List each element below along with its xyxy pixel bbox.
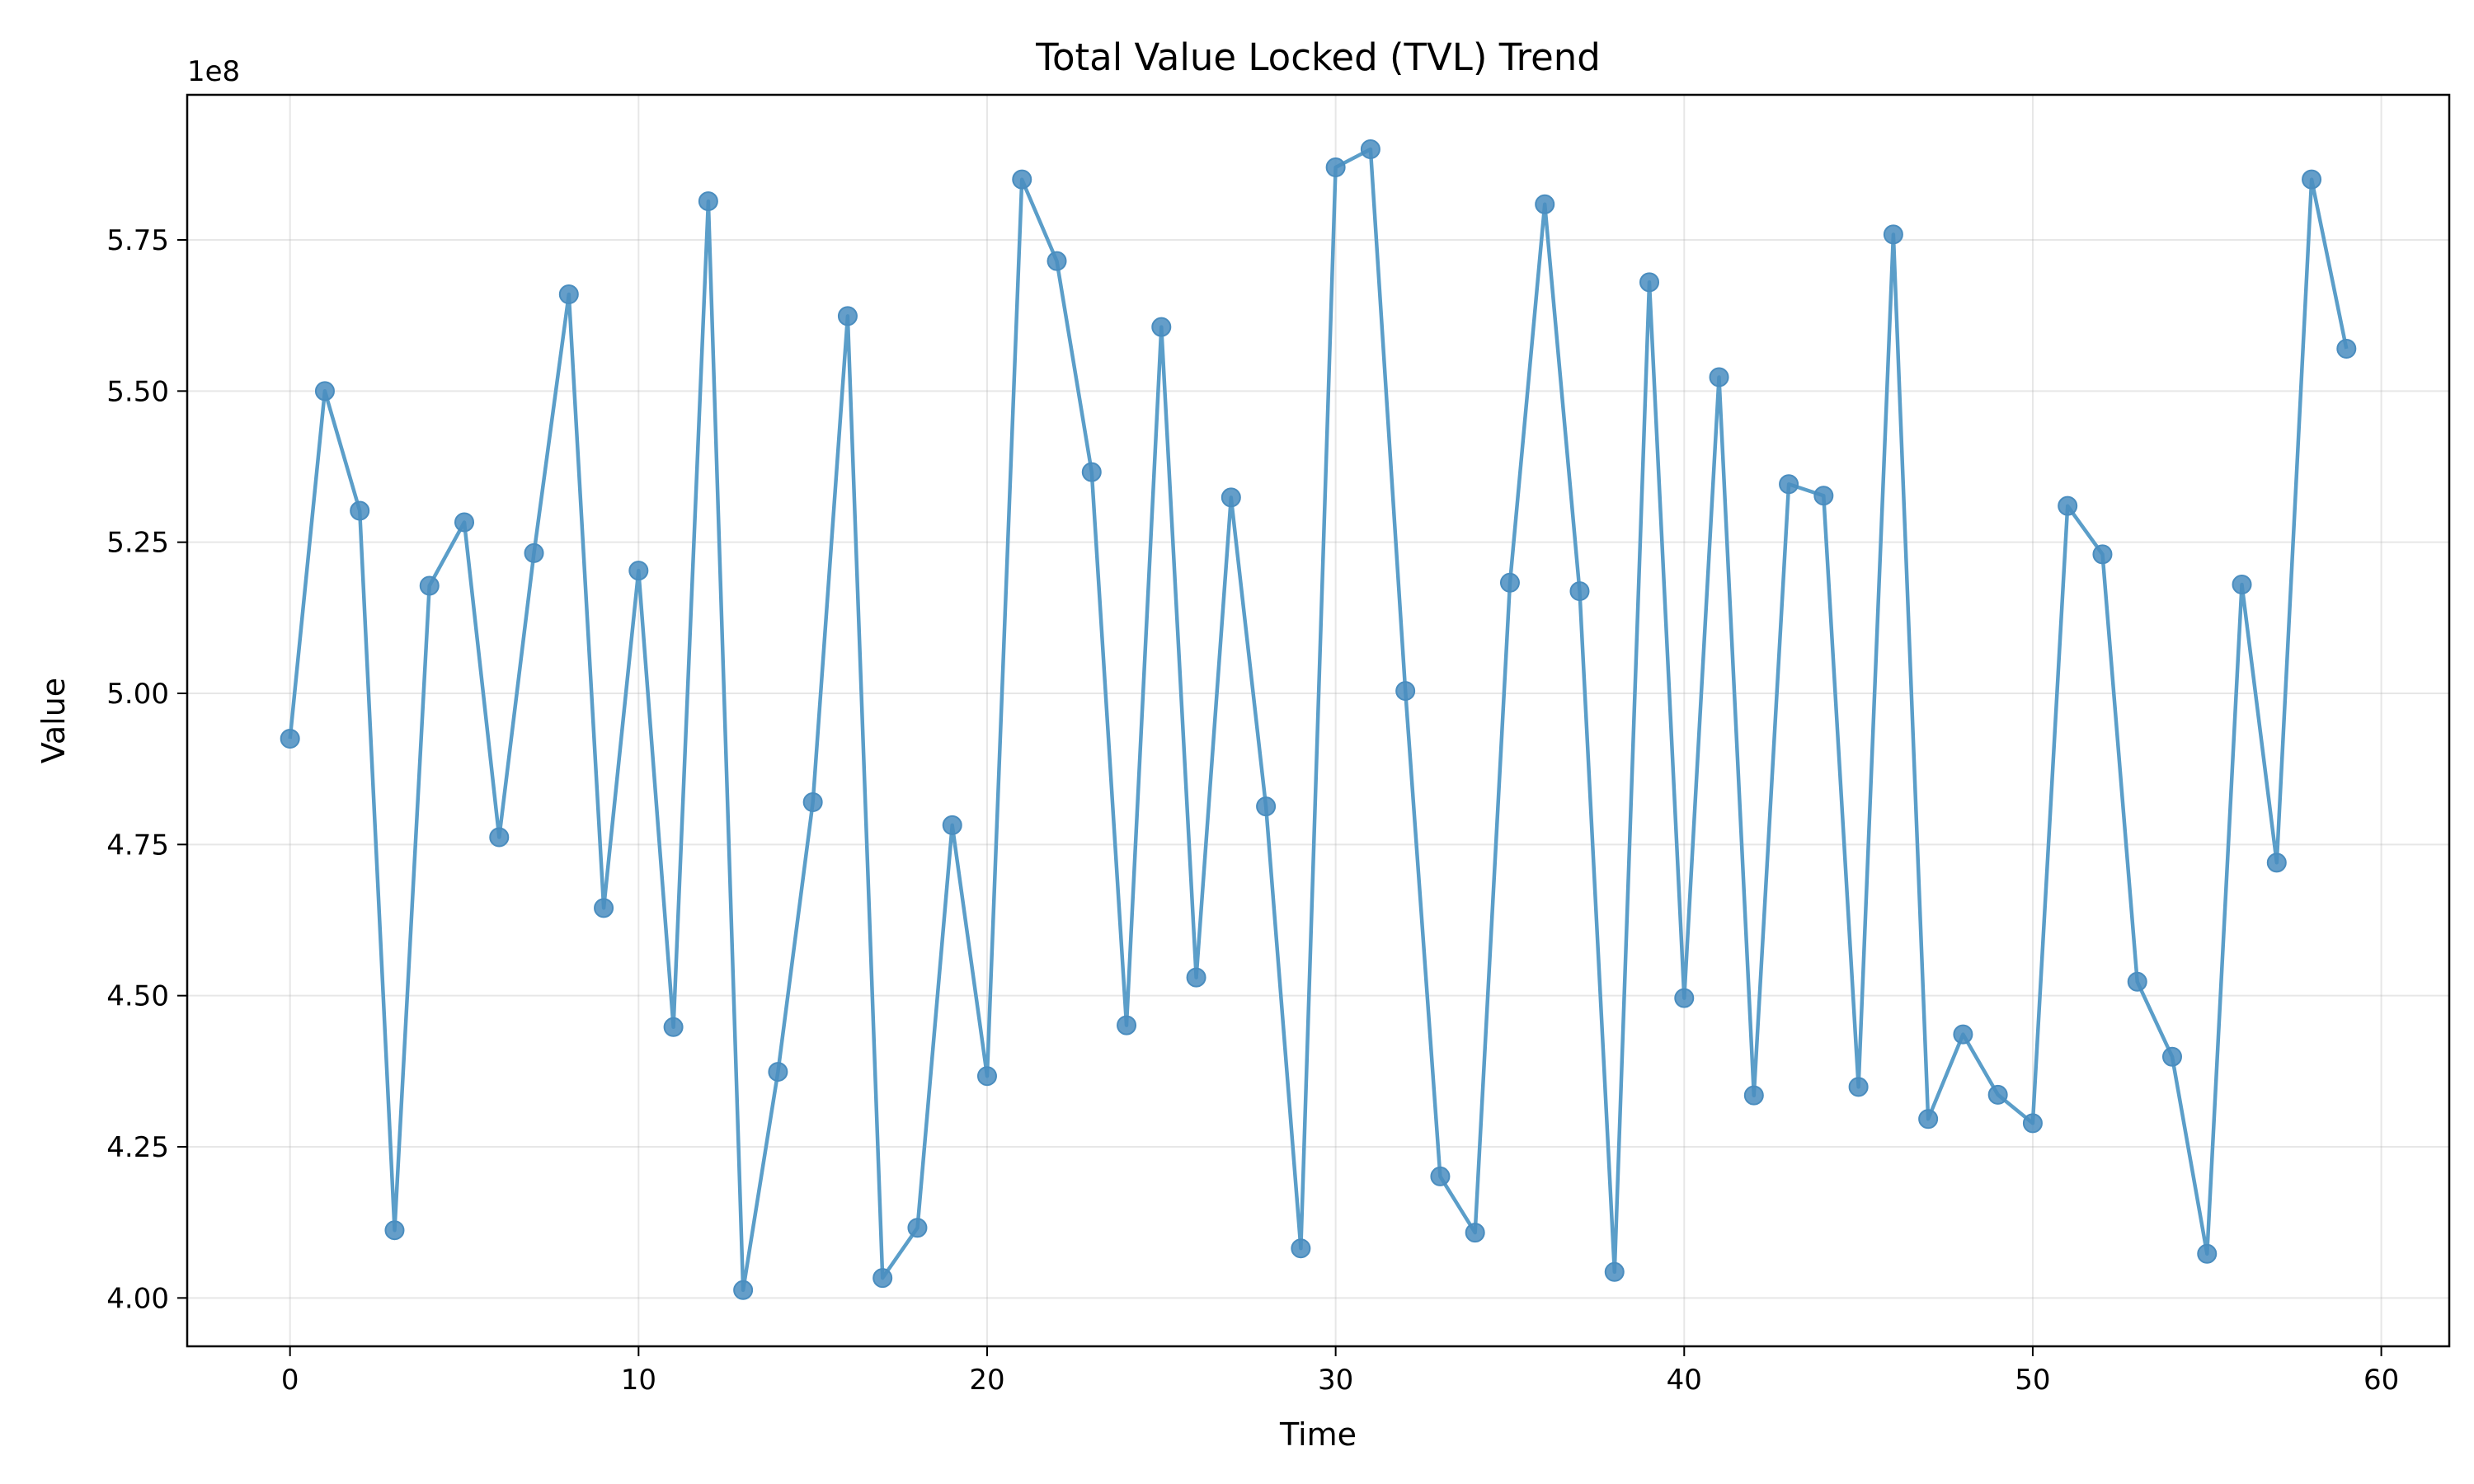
data-point [1499,572,1520,593]
data-point [2232,575,2252,594]
data-point [733,1280,754,1300]
plot-frame [186,93,2451,1348]
data-point [1360,139,1380,159]
data-point [1325,157,1346,177]
data-point [1535,194,1555,214]
x-tick-label: 20 [969,1364,1004,1397]
chart-title: Total Value Locked (TVL) Trend [1035,35,1601,79]
data-point [1291,1238,1311,1259]
data-point [2266,852,2287,873]
data-point [454,512,475,533]
data-point [976,1066,997,1087]
data-point [419,575,440,596]
data-point [314,381,335,402]
data-point [1813,486,1834,506]
data-point [1848,1077,1869,1097]
data-point [628,561,649,581]
data-point [2058,495,2078,516]
y-tick-label: 4.50 [106,980,169,1013]
data-point [1117,1015,1137,1036]
data-point [1012,169,1032,190]
data-point [1604,1261,1625,1282]
x-axis: 0 10 20 30 40 50 60 [281,1346,2399,1397]
y-tick-label: 4.75 [106,829,169,862]
data-point [2127,971,2147,992]
data-point [2197,1243,2218,1264]
data-point [1186,967,1206,988]
data-point [942,815,962,835]
y-axis-offset-label: 1e8 [187,55,240,88]
data-point [1465,1223,1485,1243]
y-tick-label: 4.00 [106,1282,169,1315]
data-point [524,542,544,563]
data-point [1395,681,1416,702]
data-point [907,1218,928,1238]
data-point [1639,272,1660,293]
data-point [1883,224,1903,245]
x-tick-label: 10 [621,1364,656,1397]
data-point [1221,487,1241,508]
data-point [872,1268,893,1289]
data-point [1430,1166,1451,1186]
data-point [280,729,300,749]
data-point [350,500,370,521]
data-point [1953,1024,1973,1045]
data-point [2092,544,2113,565]
data-point [558,284,579,304]
grid-lines [187,95,2449,1346]
y-tick-label: 5.50 [106,375,169,408]
data-point [1081,462,1102,482]
y-tick-label: 5.25 [106,527,169,560]
series-layer [280,139,2357,1300]
data-point [1709,367,1729,387]
data-point [384,1220,405,1241]
data-point [1047,251,1067,271]
data-point [1779,474,1799,495]
data-point [2336,339,2357,359]
x-tick-label: 30 [1318,1364,1353,1397]
y-axis: 4.00 4.25 4.50 4.75 5.00 5.25 5.50 5.75 [106,224,187,1315]
y-axis-title: Value [35,678,72,763]
data-point [594,898,614,918]
data-point [2022,1113,2043,1134]
data-point [1743,1085,1764,1106]
x-tick-label: 50 [2015,1364,2050,1397]
data-point [837,306,858,326]
x-tick-label: 40 [1667,1364,1702,1397]
x-tick-label: 60 [2363,1364,2399,1397]
data-point [802,792,823,812]
data-point [489,827,510,848]
data-point [2161,1046,2182,1067]
data-point [1151,317,1172,337]
y-tick-label: 5.00 [106,678,169,711]
data-point [2302,169,2322,190]
data-point [1987,1084,2008,1105]
data-point [768,1062,788,1082]
data-point [698,191,718,212]
data-point [1674,988,1695,1008]
x-tick-label: 0 [281,1364,299,1397]
data-point [663,1017,684,1037]
data-point [1256,796,1277,817]
data-point [1918,1109,1939,1129]
data-point [1569,581,1590,602]
y-tick-label: 5.75 [106,224,169,257]
x-axis-title: Time [1279,1416,1357,1453]
y-tick-label: 4.25 [106,1131,169,1164]
